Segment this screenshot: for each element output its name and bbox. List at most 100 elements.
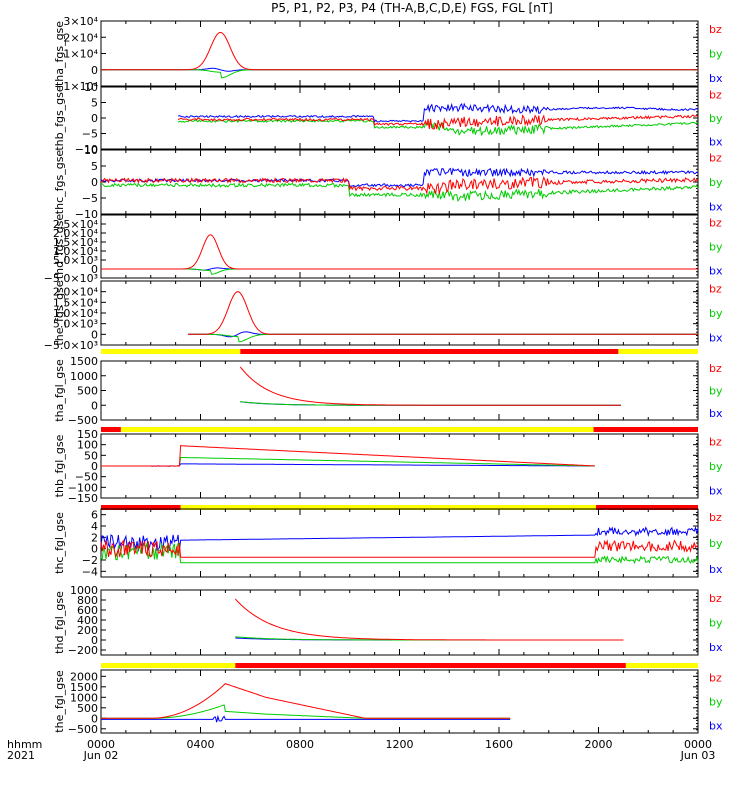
x-date-start: Jun 02 <box>83 749 119 762</box>
y-tick-label: 200 <box>77 624 98 637</box>
status-bar-segment <box>235 663 626 668</box>
panel-frame <box>100 433 699 499</box>
y-tick-label: 400 <box>77 614 98 627</box>
legend-bx: bx <box>709 136 723 149</box>
x-tick-label: 2000 <box>585 738 613 751</box>
y-tick-label: −2 <box>82 554 98 567</box>
y-tick-label: 1000 <box>70 691 98 704</box>
y-tick-label: 0 <box>91 176 98 189</box>
series-by <box>101 457 595 467</box>
panel-frame <box>100 20 699 87</box>
y-tick-label: −10 <box>75 208 98 221</box>
y-tick-label: 500 <box>77 702 98 715</box>
y-axis-label: thb_fgs_gse <box>53 85 66 151</box>
status-bar-segment <box>120 427 594 432</box>
legend-by: by <box>709 385 723 398</box>
y-tick-label: 1500 <box>70 355 98 368</box>
y-axis-label: thc_fgl_gse <box>53 512 66 574</box>
y-tick-label: −4 <box>82 565 98 578</box>
y-tick-label: 0 <box>91 263 98 276</box>
y-axis-label: thc_fgs_gse <box>53 150 66 215</box>
legend-bz: bz <box>709 283 722 296</box>
series-bx <box>101 714 511 723</box>
y-tick-label: −500 <box>68 414 98 427</box>
y-tick-label: 800 <box>77 594 98 607</box>
panel-4: the_fgs_gse2.0×10⁴1.5×10⁴1.0×10⁴5.0×10³0… <box>44 280 723 352</box>
y-tick-label: 3×10⁴ <box>63 15 98 28</box>
legend-bz: bz <box>709 152 722 165</box>
y-tick-label: 1.5×10⁴ <box>53 236 99 249</box>
y-tick-label: 150 <box>77 428 98 441</box>
panel-frame <box>100 669 699 734</box>
y-tick-label: −5.0×10³ <box>44 272 98 285</box>
series-bz <box>101 234 698 270</box>
status-bar-segment <box>180 505 597 510</box>
legend-by: by <box>709 112 723 125</box>
y-tick-label: 5 <box>91 97 98 110</box>
y-axis-label: the_fgl_gse <box>53 670 66 733</box>
series-bz <box>100 539 699 559</box>
y-tick-label: 10 <box>84 81 98 94</box>
series-bz <box>188 291 698 335</box>
plot-title: P5, P1, P2, P3, P4 (TH-A,B,C,D,E) FGS, F… <box>271 1 553 15</box>
y-tick-label: 0 <box>91 543 98 556</box>
y-tick-label: 2.5×10⁴ <box>53 218 99 231</box>
y-tick-label: −5 <box>82 192 98 205</box>
panel-frame <box>100 508 699 578</box>
legend-bx: bx <box>709 719 723 732</box>
legend-bx: bx <box>709 264 723 277</box>
status-bar-segment <box>618 349 698 354</box>
panel-frame <box>100 280 699 346</box>
status-bar-segment <box>593 427 698 432</box>
series-by <box>100 182 699 202</box>
legend-by: by <box>709 460 723 473</box>
legend-bx: bx <box>709 331 723 344</box>
x-tick-label: 1200 <box>386 738 414 751</box>
y-tick-label: 0 <box>91 712 98 725</box>
status-bar-segment <box>625 663 698 668</box>
y-tick-label: 1.0×10⁴ <box>53 245 99 258</box>
series-bz <box>101 445 595 467</box>
y-tick-label: 0 <box>91 64 98 77</box>
y-tick-label: 2 <box>91 531 98 544</box>
y-tick-label: 1000 <box>70 584 98 597</box>
panels: tha_fgs_gse3×10⁴2×10⁴1×10⁴0−1×10⁴bzbybxt… <box>44 15 723 736</box>
x-tick-label: 1600 <box>485 738 513 751</box>
y-tick-label: 5.0×10³ <box>53 254 98 267</box>
y-tick-label: −100 <box>68 481 98 494</box>
panel-frame <box>100 360 699 421</box>
y-tick-label: 1.0×10⁴ <box>53 307 99 320</box>
legend-by: by <box>709 696 723 709</box>
series-by <box>100 542 699 565</box>
y-tick-label: −5.0×10³ <box>44 339 98 352</box>
y-tick-label: 0 <box>91 399 98 412</box>
legend-bx: bx <box>709 72 723 85</box>
y-tick-label: 500 <box>77 385 98 398</box>
y-tick-label: 0 <box>91 328 98 341</box>
y-tick-label: 0 <box>91 460 98 473</box>
y-axis-label: thb_fgl_gse <box>53 434 66 497</box>
series-by <box>240 401 621 406</box>
legend-bx: bx <box>709 200 723 213</box>
legend-bz: bz <box>709 23 722 36</box>
series-by <box>188 333 698 343</box>
y-tick-label: −500 <box>68 723 98 736</box>
y-tick-label: 6 <box>91 509 98 522</box>
y-tick-label: −200 <box>68 644 98 657</box>
x-prefix-hhmm: hhmm <box>7 738 42 751</box>
legend-bz: bz <box>709 672 722 685</box>
panel-1: thb_fgs_gse 10 5 0 −5 −10 bz by bx <box>53 81 723 156</box>
y-tick-label: 100 <box>77 439 98 452</box>
y-tick-label: 1000 <box>70 370 98 383</box>
y-axis-label: the_fgs_gse <box>53 280 66 345</box>
series-bx <box>177 102 699 123</box>
y-tick-label: 5.0×10³ <box>53 318 98 331</box>
legend-bx: bx <box>709 407 723 420</box>
y-tick-label: 0 <box>91 112 98 125</box>
x-tick-label: 0400 <box>187 738 215 751</box>
